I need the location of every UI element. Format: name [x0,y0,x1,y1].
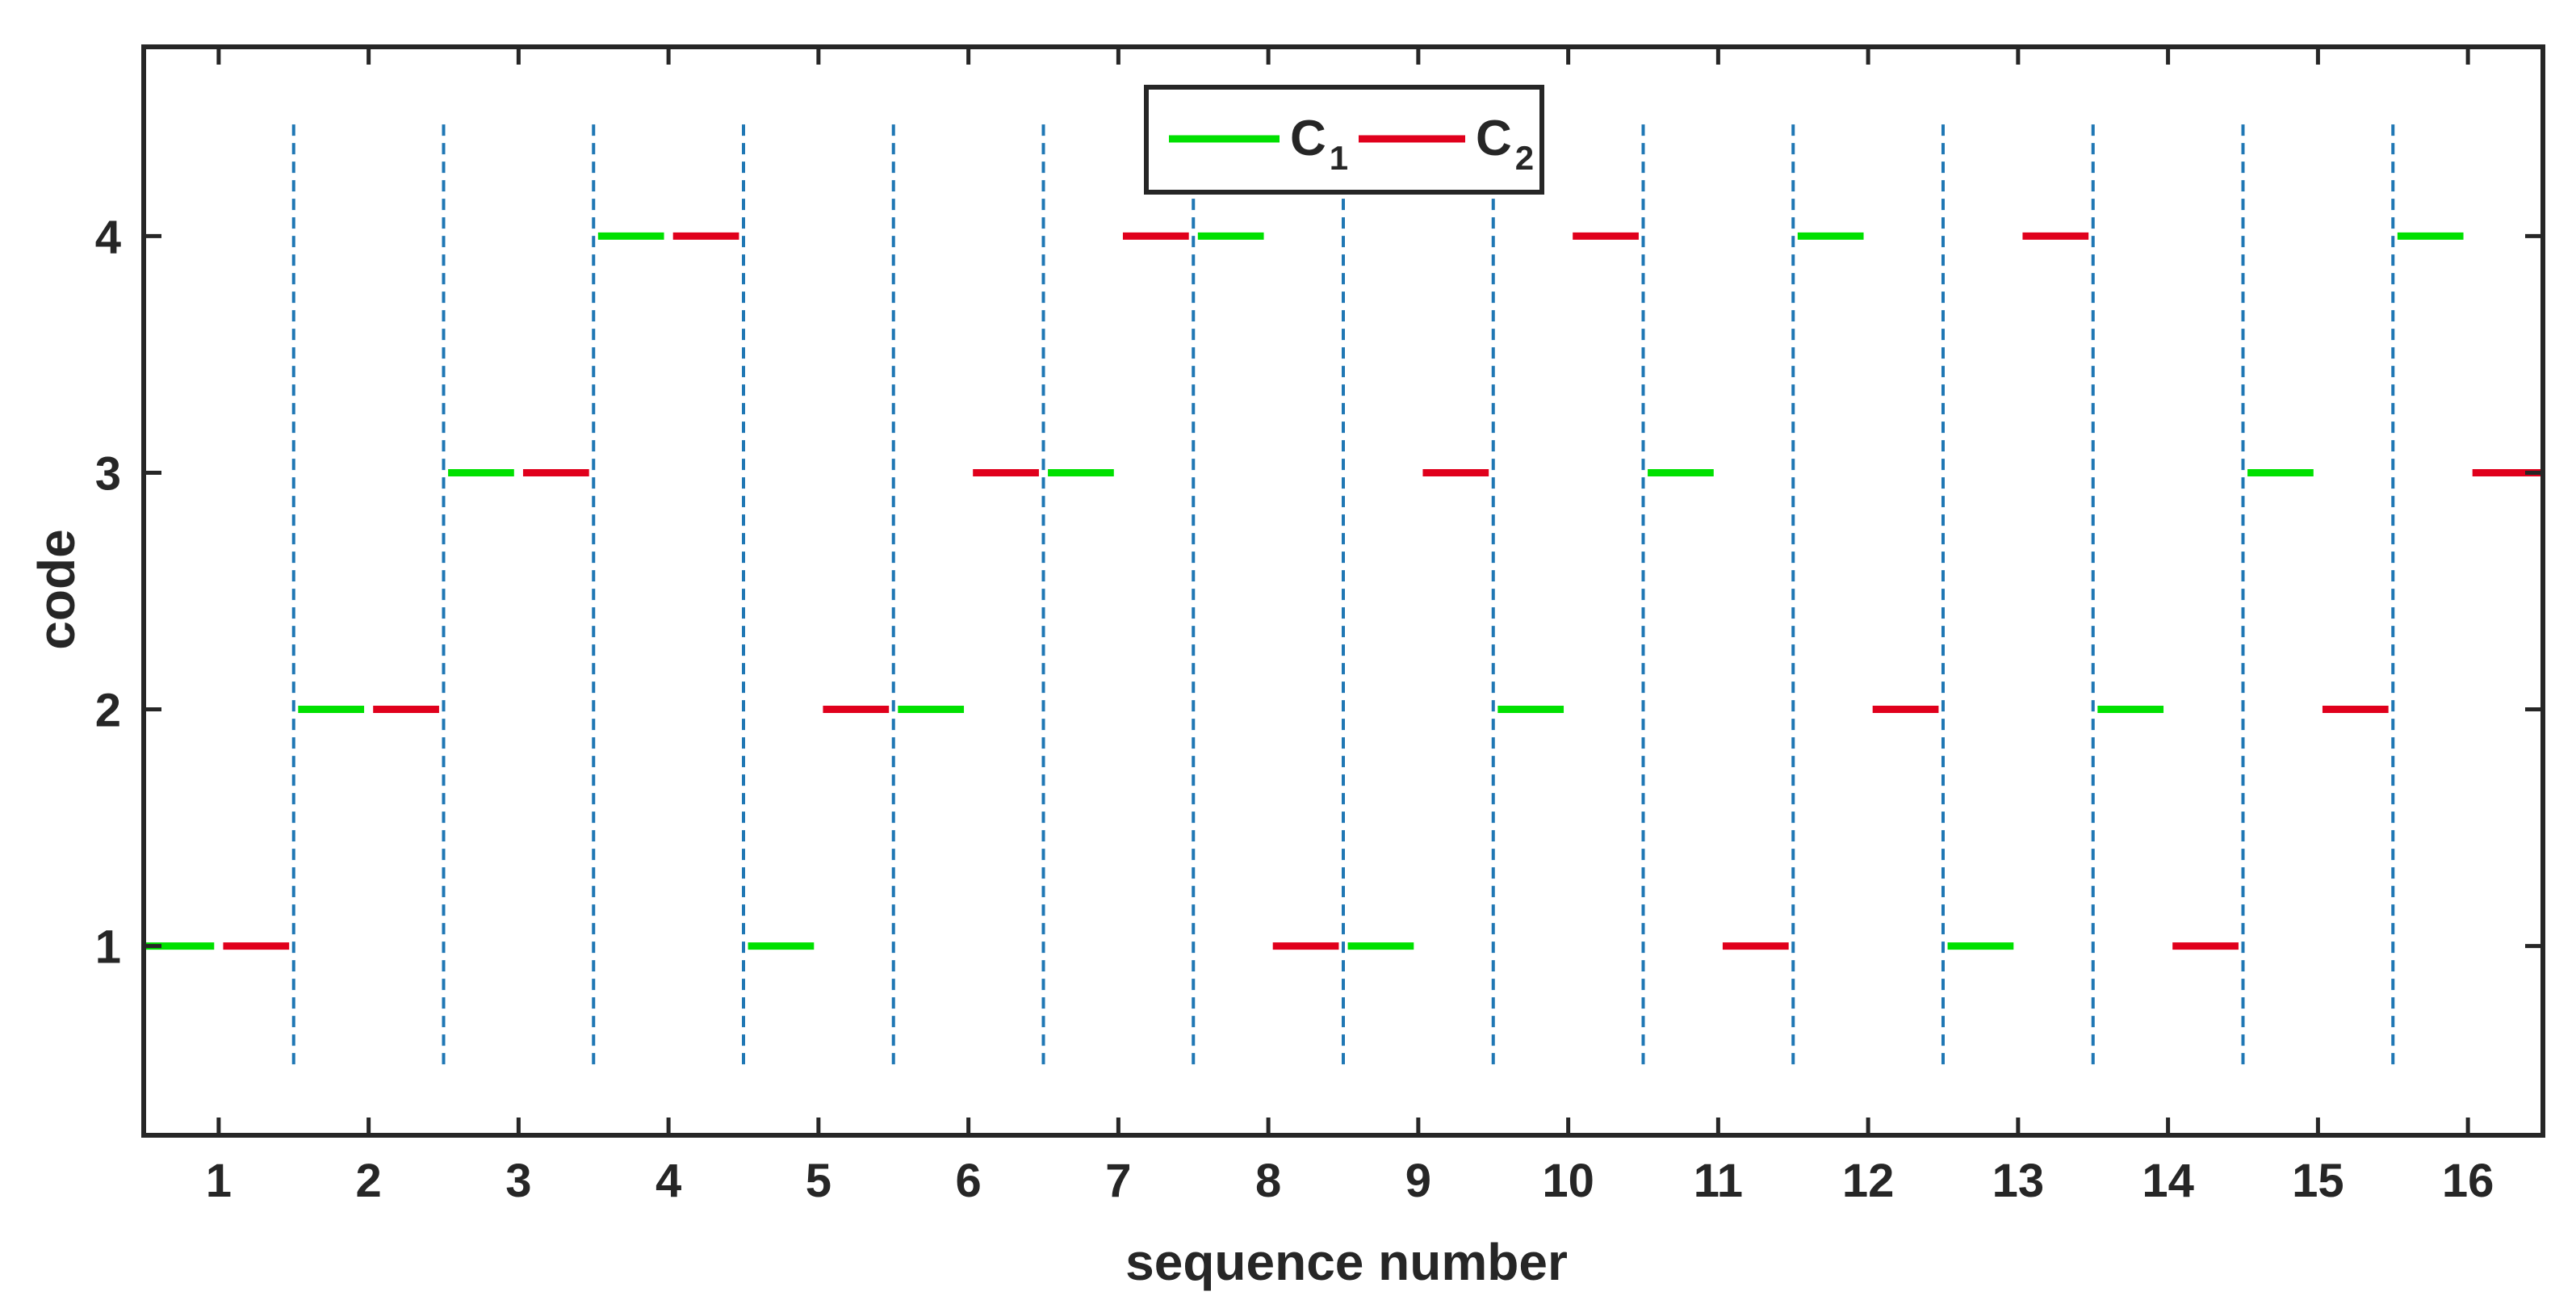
x-tick-label: 9 [1405,1155,1431,1207]
legend: C1 C2 [1144,85,1544,195]
series-c1 [144,232,2464,950]
x-tick-label: 16 [2442,1155,2494,1207]
x-tick-label: 1 [206,1155,232,1207]
y-tick-label: 3 [95,447,121,500]
x-tick-label: 14 [2142,1155,2194,1207]
x-tick-label: 12 [1842,1155,1895,1207]
x-tick-label: 7 [1105,1155,1131,1207]
y-tick-label: 2 [95,685,121,737]
x-tick-label: 5 [806,1155,831,1207]
y-axis-label: code [27,529,86,649]
divider-lines [291,117,2395,1065]
y-tick-label: 4 [95,211,121,263]
x-tick-label: 6 [955,1155,981,1207]
x-tick-label: 10 [1542,1155,1594,1207]
x-axis-label: sequence number [1125,1233,1568,1291]
x-tick-label: 11 [1694,1155,1743,1207]
x-tick-label: 3 [505,1155,531,1207]
x-tick-label: 4 [656,1155,681,1207]
axes-box [141,44,2545,1138]
x-tick-label: 13 [1992,1155,2045,1207]
x-tick-label: 15 [2292,1155,2344,1207]
x-tick-label: 2 [355,1155,381,1207]
y-tick-label: 1 [95,921,121,974]
x-tick-label: 8 [1255,1155,1281,1207]
